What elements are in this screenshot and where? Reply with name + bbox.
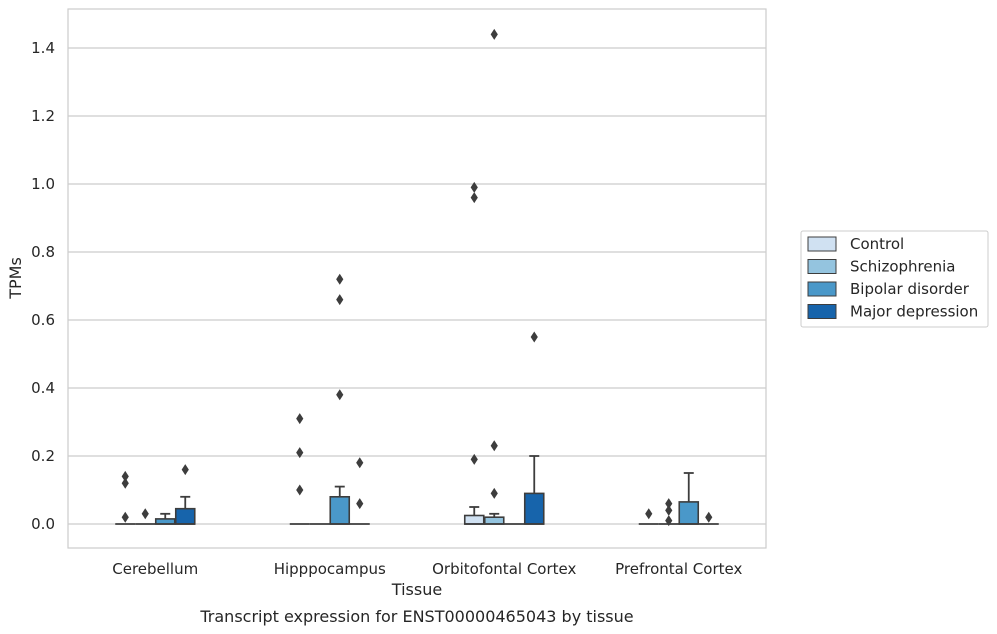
legend-label: Major depression (850, 303, 978, 321)
legend-swatch (807, 259, 837, 274)
plot-background (68, 9, 766, 548)
outlier-point (356, 457, 364, 469)
outlier-point (296, 484, 304, 496)
y-tick-label: 1.2 (31, 107, 55, 125)
x-axis-label: Tissue (391, 580, 442, 599)
legend-items: Control Schizophrenia Bipolar disorder Majo… (807, 235, 978, 321)
y-tick-label: 0.0 (31, 515, 55, 533)
outlier-point (296, 447, 304, 459)
y-tick-labels: 0.0 0.2 0.4 0.6 0.8 1.0 1.2 1.4 (31, 39, 55, 533)
legend: Control Schizophrenia Bipolar disorder Majo… (800, 230, 989, 328)
outlier-point (530, 331, 538, 343)
legend-label: Bipolar disorder (850, 280, 970, 298)
grid-lines (68, 47, 766, 525)
y-tick-label: 0.8 (31, 243, 55, 261)
y-tick-label: 0.2 (31, 447, 55, 465)
box (463, 514, 485, 525)
legend-swatch (807, 281, 837, 297)
chart-caption: Transcript expression for ENST0000046504… (199, 607, 633, 626)
outlier-point (470, 192, 478, 204)
outlier-point (336, 273, 344, 285)
box-group (329, 273, 351, 525)
outlier-point (121, 511, 129, 523)
box (329, 495, 351, 525)
outlier-point (141, 508, 149, 520)
box-group (638, 508, 659, 525)
x-tick-label: Cerebellum (112, 560, 198, 578)
legend-label: Control (850, 235, 904, 253)
y-tick-label: 1.0 (31, 175, 55, 193)
x-tick-label: Orbitofontal Cortex (432, 560, 576, 578)
outlier-point (181, 464, 189, 476)
outlier-point (356, 498, 364, 510)
box-group (349, 457, 370, 525)
plot-frame (67, 8, 767, 549)
outlier-point (490, 28, 498, 40)
legend-label: Schizophrenia (850, 258, 955, 276)
y-tick-label: 0.4 (31, 379, 55, 397)
outlier-point (296, 413, 304, 425)
box-group (483, 28, 505, 525)
box-group (289, 413, 310, 525)
x-tick-label: Hipppocampus (274, 560, 386, 578)
outlier-point (705, 511, 713, 523)
legend-swatch (807, 236, 837, 252)
box (483, 516, 505, 525)
box-group (678, 472, 700, 525)
box-group (463, 181, 485, 525)
box (523, 492, 545, 525)
box-group (154, 512, 176, 525)
outlier-point (121, 477, 129, 489)
box (174, 507, 196, 525)
legend-swatch (807, 304, 837, 319)
outlier-point (336, 294, 344, 306)
y-tick-label: 1.4 (31, 39, 55, 57)
outlier-point (121, 470, 129, 482)
box-group (135, 508, 156, 525)
box-series (115, 28, 719, 527)
box-group (698, 511, 719, 525)
legend-frame (800, 230, 989, 328)
box-group (174, 464, 196, 525)
box-group (658, 498, 679, 527)
x-tick-labels: Cerebellum Hipppocampus Orbitofontal Corte… (112, 560, 742, 578)
box-group (115, 470, 136, 525)
outlier-point (336, 389, 344, 401)
outlier-point (645, 508, 653, 520)
outlier-point (490, 440, 498, 452)
outlier-point (665, 515, 673, 527)
y-axis-label: TPMs (6, 257, 25, 300)
outlier-point (665, 498, 673, 510)
outlier-point (665, 504, 673, 516)
y-tick-label: 0.6 (31, 311, 55, 329)
outlier-point (490, 487, 498, 499)
box-group (523, 331, 545, 525)
outlier-point (470, 181, 478, 193)
outlier-point (470, 453, 478, 465)
box (678, 501, 700, 525)
x-tick-label: Prefrontal Cortex (615, 560, 742, 578)
